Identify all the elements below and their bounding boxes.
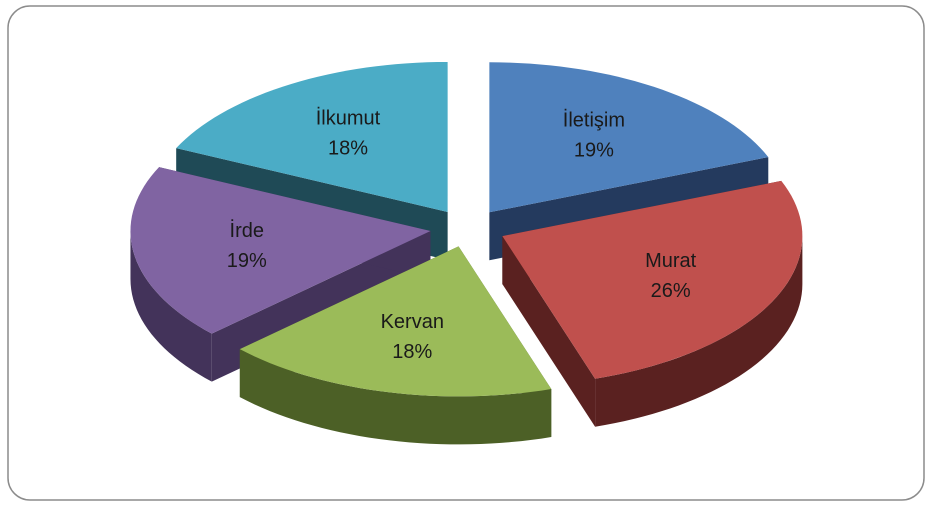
- labels: İletişim 19% Murat 26% Kervan 18% İrde 19% İlkum…: [227, 107, 697, 363]
- slice-value: 19%: [574, 140, 614, 162]
- slice: [130, 167, 431, 334]
- slice-side: [130, 230, 212, 382]
- slice: [489, 62, 769, 213]
- slice-wall: [502, 236, 596, 427]
- slice-side: [239, 349, 552, 445]
- slice: [502, 180, 803, 379]
- slice-value: 26%: [651, 280, 691, 302]
- slice-value: 19%: [227, 250, 267, 272]
- slice-label: İletişim: [563, 109, 625, 132]
- slice-label: İrde: [230, 219, 264, 242]
- slice-value: 18%: [328, 138, 368, 160]
- pie: [130, 61, 803, 445]
- slice-side: [595, 236, 803, 427]
- slice: [176, 61, 448, 212]
- slice-label: İlkumut: [316, 107, 381, 130]
- slice-label: Kervan: [381, 311, 444, 333]
- slice-value: 18%: [392, 341, 432, 363]
- slice-label: Murat: [645, 250, 697, 272]
- slice: [239, 246, 552, 397]
